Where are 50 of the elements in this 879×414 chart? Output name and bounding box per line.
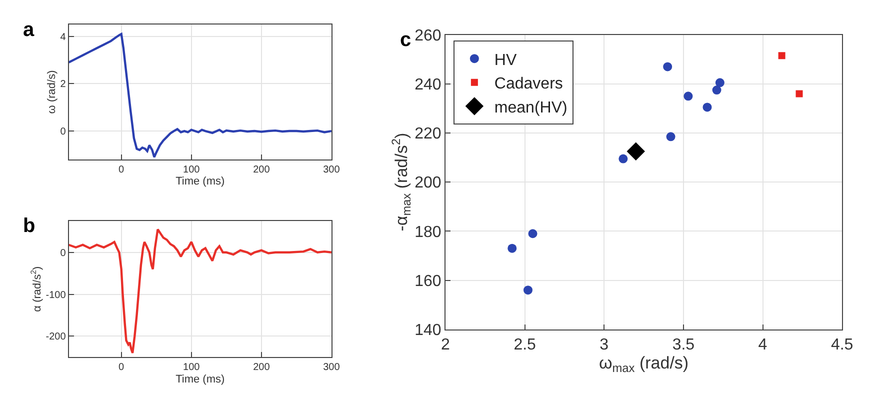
point [528, 229, 538, 238]
chart-title: a [23, 19, 35, 41]
y-tick-label: 4 [60, 32, 66, 43]
y-tick-label: 0 [60, 248, 66, 259]
point [702, 102, 712, 112]
point [796, 90, 803, 98]
point [626, 142, 645, 160]
y-tick-label: 140 [414, 322, 442, 339]
x-tick-label: 4.5 [830, 336, 854, 354]
y-tick-label: 160 [414, 272, 442, 290]
point [712, 86, 722, 95]
x-tick-label: 200 [253, 362, 270, 374]
point [666, 132, 676, 142]
x-tick-label: 2.5 [514, 336, 536, 354]
y-axis-title: ω (rad/s) [46, 70, 58, 114]
point [778, 52, 786, 60]
legend-label: mean(HV) [494, 99, 568, 116]
y-tick-label: 260 [414, 27, 442, 44]
y-tick-label: 2 [60, 79, 66, 90]
point [715, 78, 724, 88]
x-axis-title: Time (ms) [176, 373, 225, 386]
point [684, 92, 693, 101]
x-tick-label: 100 [183, 164, 200, 176]
x-tick-label: 3 [600, 336, 609, 354]
x-axis-title: ω$_{max}$ (rad/s) [598, 354, 689, 376]
x-tick-label: 100 [183, 362, 200, 374]
x-tick-label: 0 [118, 164, 125, 176]
x-tick-label: 200 [253, 164, 270, 176]
x-tick-label: 3.5 [672, 336, 695, 354]
y-tick-label: 180 [414, 224, 442, 241]
point [663, 62, 672, 72]
x-axis-title: Time (ms) [176, 176, 225, 188]
point [508, 244, 517, 253]
legend-label: Cadavers [494, 76, 563, 93]
line-series [68, 32, 332, 158]
y-tick-label: -200 [46, 332, 66, 343]
line-series [68, 228, 332, 354]
point [524, 286, 532, 295]
chart-title: b [23, 215, 36, 237]
x-tick-label: 300 [323, 362, 340, 374]
point [618, 154, 628, 164]
y-tick-label: 0 [60, 126, 66, 138]
x-tick-label: 4 [758, 336, 768, 354]
x-tick-label: 300 [323, 164, 340, 176]
x-tick-label: 0 [118, 362, 125, 374]
y-tick-label: 220 [414, 126, 442, 143]
chart-title: c [400, 29, 412, 51]
legend-label: HV [494, 52, 517, 69]
y-tick-label: -100 [46, 290, 66, 301]
y-tick-label: 240 [414, 76, 442, 94]
